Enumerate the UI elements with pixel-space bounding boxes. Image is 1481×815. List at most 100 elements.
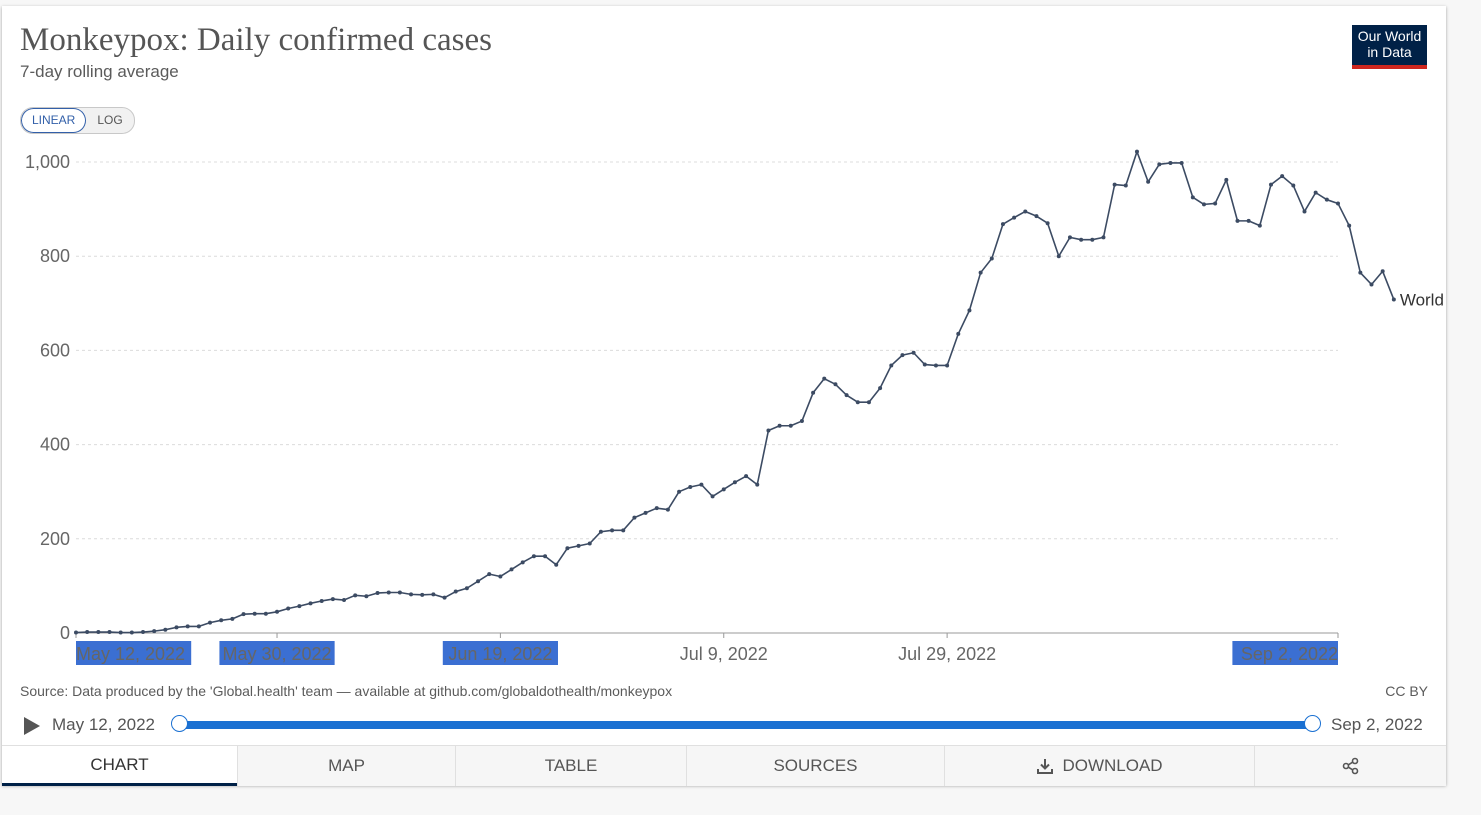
data-point: [464, 586, 469, 591]
data-point: [933, 363, 938, 368]
data-point: [129, 630, 134, 635]
data-point: [1201, 202, 1206, 207]
timeline-start-handle[interactable]: [171, 715, 188, 732]
data-point: [286, 606, 291, 611]
tab-table[interactable]: TABLE: [455, 746, 686, 786]
download-icon: [1037, 759, 1054, 774]
x-tick-label: May 30, 2022: [222, 644, 331, 664]
tab-chart-label: CHART: [90, 754, 149, 774]
tab-sources[interactable]: SOURCES: [686, 746, 944, 786]
data-point: [409, 592, 414, 597]
data-point: [1146, 179, 1151, 184]
series-label: World: [1400, 291, 1444, 310]
data-point: [788, 423, 793, 428]
chart-title: Monkeypox: Daily confirmed cases: [20, 22, 492, 58]
data-point: [1257, 223, 1262, 228]
license-link[interactable]: CC BY: [1385, 683, 1428, 699]
data-point: [889, 363, 894, 368]
data-point: [699, 482, 704, 487]
y-tick-label: 0: [60, 623, 70, 643]
data-point: [152, 629, 157, 634]
data-point: [1347, 223, 1352, 228]
data-point: [174, 625, 179, 630]
tab-bar: CHART MAP TABLE SOURCES DOWNLOAD: [2, 745, 1446, 786]
data-point: [587, 541, 592, 546]
data-point: [855, 400, 860, 405]
owid-logo[interactable]: Our World in Data: [1352, 25, 1427, 69]
tab-map[interactable]: MAP: [237, 746, 455, 786]
logo-line-1: Our World: [1357, 28, 1422, 44]
data-point: [319, 598, 324, 603]
data-point: [1034, 214, 1039, 219]
x-tick-label-highlight: [76, 641, 192, 665]
data-point: [565, 546, 570, 551]
data-point: [632, 515, 637, 520]
data-point: [386, 590, 391, 595]
data-point: [945, 363, 950, 368]
timeline-start-label: May 12, 2022: [52, 715, 156, 734]
data-point: [1056, 254, 1061, 259]
series-line-world: [75, 150, 1395, 634]
timeline-end-label: Sep 2, 2022: [1331, 715, 1423, 734]
data-point: [621, 528, 626, 533]
x-tick-label: Jul 29, 2022: [898, 644, 996, 664]
data-point: [487, 572, 492, 577]
tab-chart[interactable]: CHART: [2, 746, 237, 786]
data-point: [1246, 218, 1251, 223]
x-tick-label-highlight: [442, 641, 558, 665]
data-point: [1324, 197, 1329, 202]
logo-line-2: in Data: [1367, 44, 1412, 60]
tab-download[interactable]: DOWNLOAD: [944, 746, 1254, 786]
data-point: [453, 589, 458, 594]
data-point: [710, 494, 715, 499]
data-point: [275, 609, 280, 614]
chart-card: Monkeypox: Daily confirmed cases 7-day r…: [2, 6, 1446, 786]
data-point: [833, 382, 838, 387]
logo-bar: [1352, 65, 1427, 69]
data-point: [163, 627, 168, 632]
data-point: [1168, 160, 1173, 165]
data-point: [1380, 269, 1385, 274]
data-point: [476, 579, 481, 584]
data-point: [922, 362, 927, 367]
timeline-track[interactable]: [180, 721, 1314, 729]
data-point: [375, 590, 380, 595]
tab-table-label: TABLE: [544, 756, 598, 775]
scale-toggle[interactable]: LINEAR LOG: [20, 107, 135, 134]
data-point: [878, 386, 883, 391]
data-point: [755, 482, 760, 487]
data-point: [353, 593, 358, 598]
linear-scale-button[interactable]: LINEAR: [21, 108, 87, 133]
data-point: [118, 630, 123, 635]
data-point: [330, 597, 335, 602]
data-point: [297, 604, 302, 609]
data-point: [1067, 235, 1072, 240]
data-point: [208, 620, 213, 625]
data-point: [342, 598, 347, 603]
line-chart: 0 200 400 600 800 1,000 May 12, 2022 May 30, 20…: [25, 149, 1444, 665]
log-scale-button[interactable]: LOG: [97, 113, 123, 127]
data-point: [799, 419, 804, 424]
data-point: [1023, 209, 1028, 214]
data-point: [677, 489, 682, 494]
tab-download-label: DOWNLOAD: [1062, 756, 1163, 775]
data-point: [1134, 149, 1139, 154]
y-tick-label: 400: [40, 435, 70, 455]
data-point: [576, 543, 581, 548]
timeline-end-handle[interactable]: [1304, 715, 1321, 732]
data-point: [610, 528, 615, 533]
data-point: [431, 592, 436, 597]
data-point: [1179, 160, 1184, 165]
chart-subtitle: 7-day rolling average: [20, 62, 179, 81]
play-icon[interactable]: [24, 717, 40, 735]
tab-share[interactable]: [1254, 746, 1446, 786]
data-point: [766, 428, 771, 433]
data-point: [1313, 190, 1318, 195]
data-point: [543, 554, 548, 559]
x-tick-label-highlight: [1232, 641, 1338, 665]
data-point: [85, 630, 90, 635]
x-tick-label: Jul 9, 2022: [680, 644, 768, 664]
data-point: [1090, 237, 1095, 242]
data-point: [219, 618, 224, 623]
data-point: [141, 630, 146, 635]
